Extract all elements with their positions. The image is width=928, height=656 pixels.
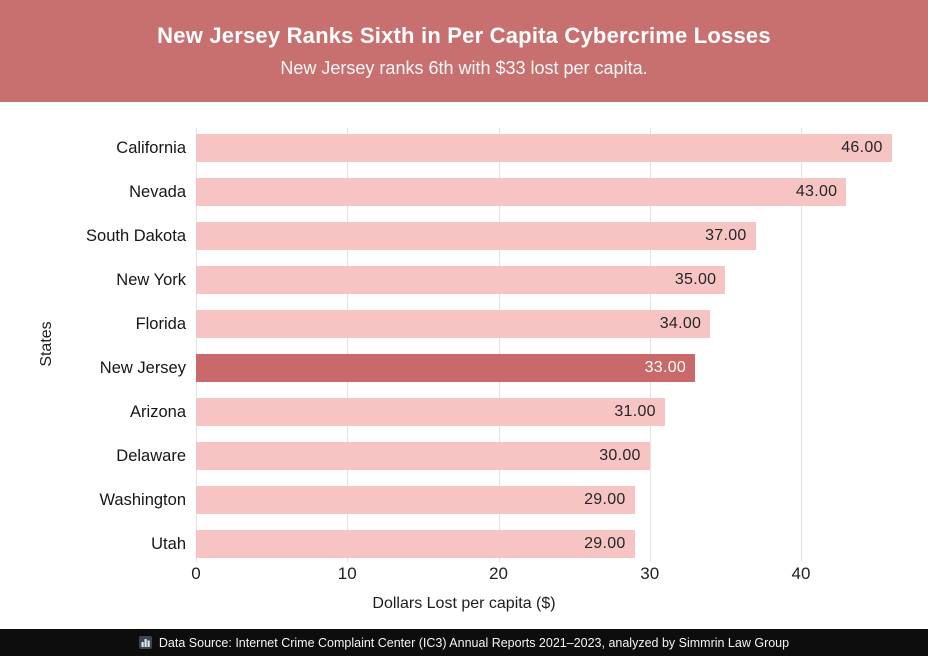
category-label-california: California <box>116 139 186 157</box>
gridline-x-20 <box>498 128 500 562</box>
category-label-delaware: Delaware <box>116 447 186 465</box>
x-axis-label: Dollars Lost per capita ($) <box>372 595 556 612</box>
bar-value-label: 33.00 <box>644 359 687 376</box>
bar-value-label: 35.00 <box>674 271 717 288</box>
category-label-new-york: New York <box>116 271 186 289</box>
bar-new-york: 35.00 <box>196 266 726 294</box>
y-axis-category-labels: California Nevada South Dakota New York Flor… <box>0 128 186 562</box>
x-axis-ticks: 0 10 20 30 40 <box>191 564 908 586</box>
gridline-x-30 <box>649 128 651 562</box>
footer-band: Data Source: Internet Crime Complaint Ce… <box>0 629 928 656</box>
category-label-nevada: Nevada <box>129 183 186 201</box>
header-band: New Jersey Ranks Sixth in Per Capita Cyb… <box>0 0 928 102</box>
bar-value-label: 46.00 <box>841 139 883 156</box>
category-label-arizona: Arizona <box>130 403 186 421</box>
x-tick-30: 30 <box>640 564 660 583</box>
bar-value-label: 37.00 <box>705 227 747 244</box>
gridline-x-40 <box>801 128 802 562</box>
bar-florida: 34.00 <box>196 310 711 338</box>
bar-value-label: 29.00 <box>584 491 626 508</box>
category-label-south-dakota: South Dakota <box>86 227 186 245</box>
bar-chart-icon <box>138 636 152 649</box>
bar-arizona: 31.00 <box>196 398 665 426</box>
bar-utah: 29.00 <box>196 530 635 558</box>
bar-nevada: 43.00 <box>196 178 847 206</box>
x-tick-10: 10 <box>337 564 357 583</box>
bar-delaware: 30.00 <box>196 442 650 470</box>
footer-source-text: Data Source: Internet Crime Complaint Ce… <box>158 635 790 650</box>
category-label-washington: Washington <box>99 491 186 509</box>
gridline-x-0 <box>196 128 197 562</box>
bar-south-dakota: 37.00 <box>196 222 756 250</box>
chart-title: New Jersey Ranks Sixth in Per Capita Cyb… <box>157 23 771 48</box>
category-label-florida: Florida <box>135 315 186 333</box>
bar-value-label: 29.00 <box>584 535 626 552</box>
bar-new-jersey: 33.00 <box>196 354 696 382</box>
chart-subtitle: New Jersey ranks 6th with $33 lost per c… <box>280 58 648 78</box>
bar-washington: 29.00 <box>196 486 635 514</box>
plot-area: 46.00 43.00 37.00 35.00 34.00 33.00 31.00 30.00… <box>196 128 908 562</box>
x-tick-0: 0 <box>191 564 201 583</box>
bar-value-label: 30.00 <box>599 447 641 464</box>
x-tick-20: 20 <box>489 564 508 583</box>
category-label-new-jersey: New Jersey <box>99 359 186 377</box>
bar-value-label: 43.00 <box>795 183 838 200</box>
x-tick-40: 40 <box>791 564 811 583</box>
gridline-x-10 <box>347 128 349 562</box>
category-label-utah: Utah <box>151 535 186 553</box>
bar-value-label: 31.00 <box>614 403 656 420</box>
bar-california: 46.00 <box>196 134 892 162</box>
bar-value-label: 34.00 <box>659 315 702 332</box>
